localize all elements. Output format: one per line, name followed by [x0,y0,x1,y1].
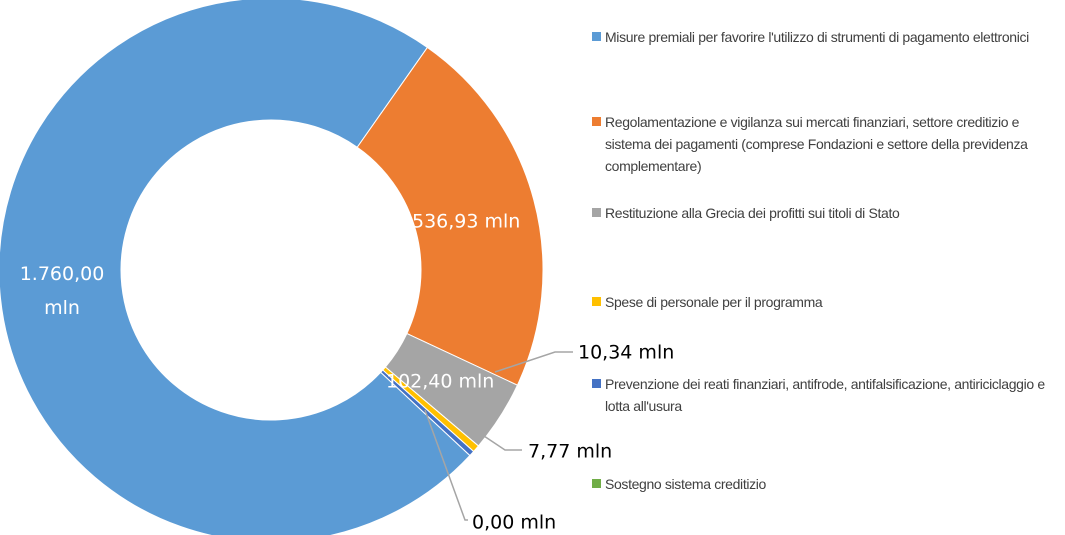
donut-slice [379,369,475,457]
legend-label: Sostegno sistema creditizio [605,476,766,492]
legend-entry: Sostegno sistema creditizio [592,473,1062,495]
legend-entry: Spese di personale per il programma [592,291,1062,313]
legend-label: Spese di personale per il programma [605,294,823,310]
legend-label: Restituzione alla Grecia dei profitti su… [605,205,900,221]
legend-entry: Misure premiali per favorire l'utilizzo … [592,26,1062,48]
data-label: 0,00 mln [472,512,556,534]
legend-swatch [592,297,601,306]
leader-line [494,351,573,373]
legend-label: Misure premiali per favorire l'utilizzo … [605,29,1029,45]
data-label: 10,34 mln [578,342,674,364]
legend-swatch [592,32,601,41]
legend-swatch [592,208,601,217]
legend-entry: Prevenzione dei reati finanziari, antifr… [592,373,1062,417]
data-label: 102,40 mln [386,371,494,393]
leader-line [483,435,522,451]
legend-entry: Restituzione alla Grecia dei profitti su… [592,202,1062,224]
data-label: 536,93 mln [412,211,520,233]
legend-swatch [592,479,601,488]
legend-label: Prevenzione dei reati finanziari, antifr… [605,376,1045,414]
donut-slice [0,0,471,535]
donut-slice [356,46,544,386]
data-label: 7,77 mln [528,441,612,463]
legend-label: Regolamentazione e vigilanza sui mercati… [605,114,1028,174]
leader-line [424,409,468,521]
legend-swatch [592,117,601,126]
legend-swatch [592,379,601,388]
data-label: 1.760,00 mln [20,263,105,319]
legend-entry: Regolamentazione e vigilanza sui mercati… [592,111,1062,177]
